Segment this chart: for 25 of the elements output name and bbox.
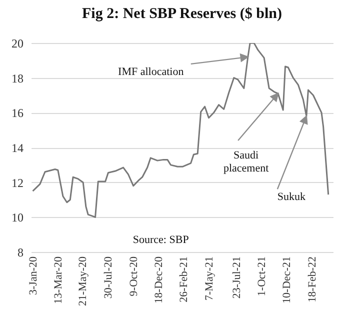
chart-title: Fig 2: Net SBP Reserves ($ bln) bbox=[82, 6, 282, 22]
y-tick-label: 10 bbox=[12, 210, 24, 225]
x-tick-label: 13-Mar-20 bbox=[52, 256, 64, 304]
y-tick-label: 14 bbox=[12, 141, 24, 155]
x-tick-label: 26-Feb-21 bbox=[178, 256, 190, 302]
annotation: Source: SBP bbox=[132, 234, 189, 246]
x-tick-label: 9-Oct-20 bbox=[128, 256, 140, 296]
y-tick-label: 18 bbox=[12, 71, 24, 86]
annotation: Sukuk bbox=[277, 191, 306, 204]
x-tick-label: 18-Dec-20 bbox=[152, 256, 165, 304]
y-tick-label: 20 bbox=[12, 36, 24, 50]
line-series bbox=[32, 43, 330, 218]
x-tick-label: 30-Jul-20 bbox=[102, 256, 114, 299]
y-tick-label: 12 bbox=[12, 176, 24, 190]
x-tick-label: 10-Dec-21 bbox=[281, 256, 294, 304]
y-tick-label: 16 bbox=[12, 106, 24, 120]
x-tick-label: 23-Jul-21 bbox=[230, 256, 243, 299]
x-tick-label: 18-Feb-22 bbox=[306, 256, 318, 302]
y-tick-label: 8 bbox=[18, 246, 24, 260]
x-tick-label: 7-May-21 bbox=[203, 256, 216, 300]
x-tick-label: 21-May-20 bbox=[77, 256, 90, 306]
annotation: IMF allocation bbox=[118, 66, 184, 78]
x-tick-label: 1-Oct-21 bbox=[256, 256, 268, 296]
annotation: Saudi placement bbox=[223, 150, 269, 175]
x-tick-label: 3-Jan-20 bbox=[27, 256, 40, 295]
